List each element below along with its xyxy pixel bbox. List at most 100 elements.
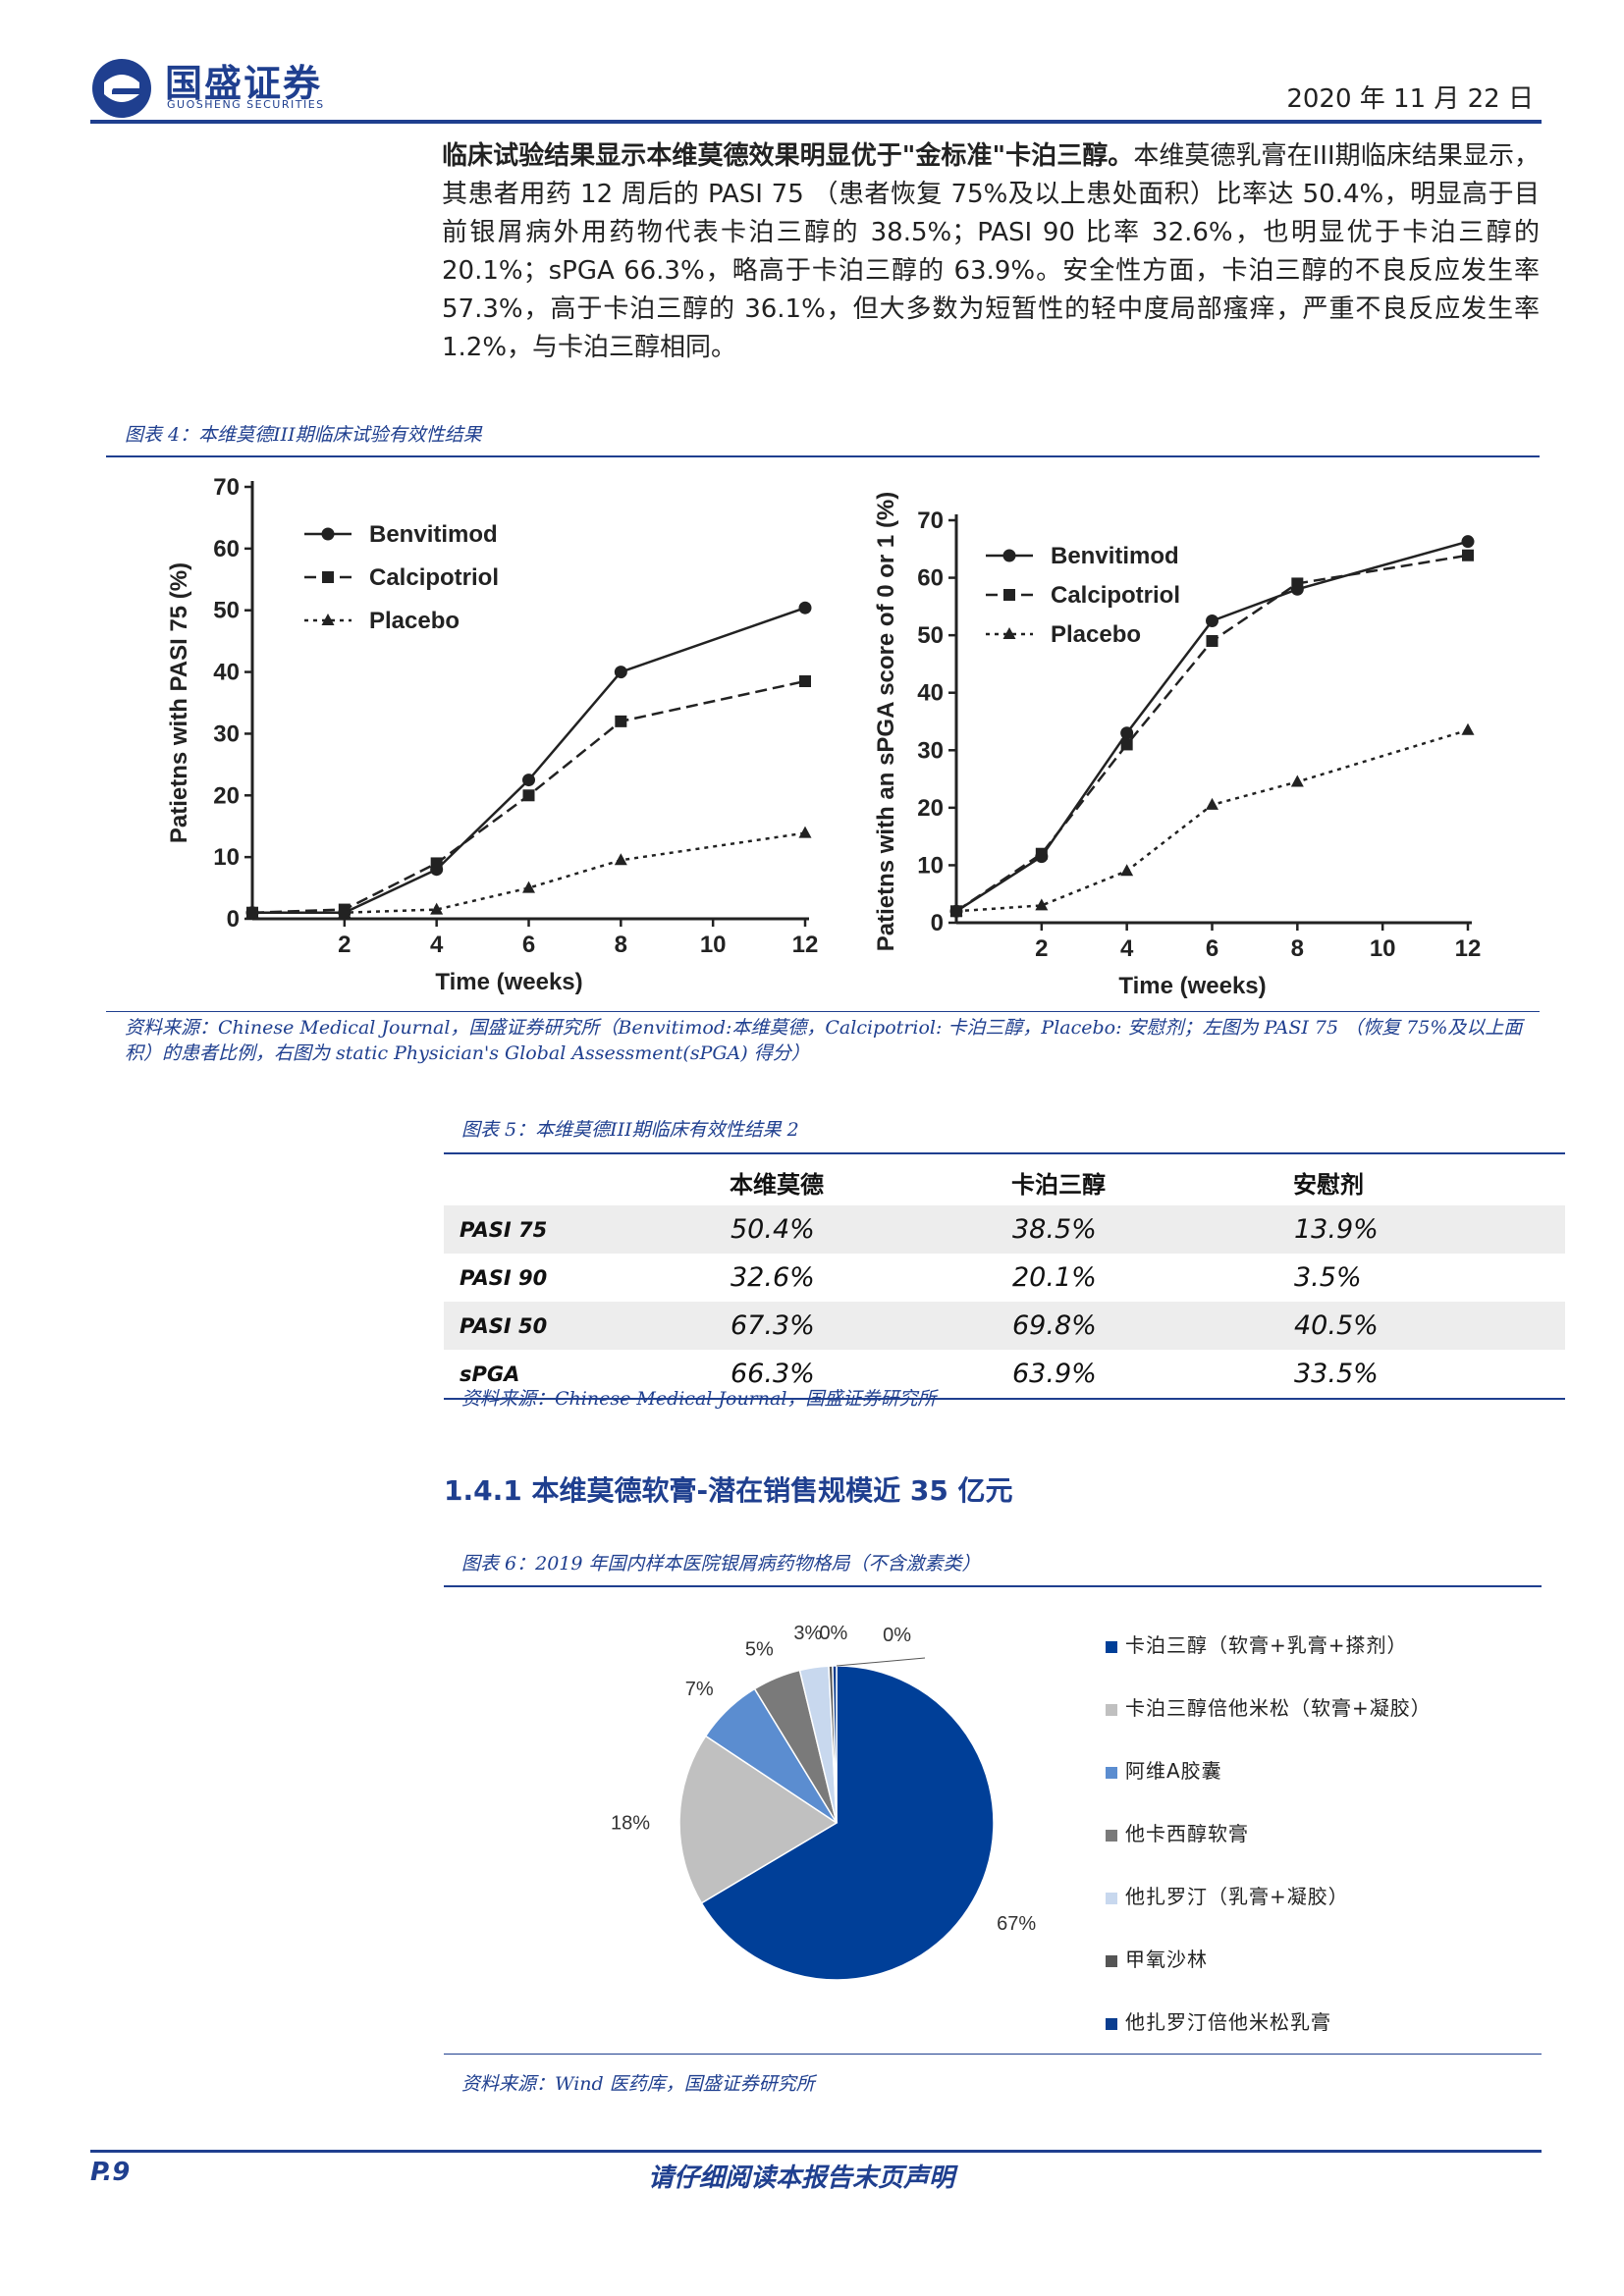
paragraph-text: 本维莫德乳膏在III期临床结果显示，其患者用药 12 周后的 PASI 75 （… xyxy=(442,141,1540,362)
legend-label: Benvitimod xyxy=(369,521,498,548)
x-tick-label: 2 xyxy=(1035,935,1048,962)
pie-slice xyxy=(700,1665,995,1981)
figure5-caption: 图表 5：本维莫德III期临床有效性结果 2 xyxy=(461,1119,799,1141)
legend-label: 他扎罗汀（乳膏+凝胶） xyxy=(1125,1885,1349,1908)
report-date: 2020 年 11 月 22 日 xyxy=(1286,84,1534,114)
legend-swatch xyxy=(1106,1954,1117,1967)
pie-label: 5% xyxy=(745,1638,774,1660)
data-point-calcipotriol xyxy=(615,715,627,727)
legend-swatch xyxy=(1106,1640,1117,1653)
efficacy-table: 本维莫德 卡泊三醇 安慰剂 PASI 75 50.4% 38.5% 13.9% … xyxy=(444,1158,1565,1400)
data-point-calcipotriol xyxy=(522,789,535,802)
x-tick-label: 12 xyxy=(1455,935,1482,962)
pie-label: 0% xyxy=(883,1625,911,1646)
brand-name-en: GUOSHENG SECURITIES xyxy=(167,98,325,111)
data-point-benvitimod xyxy=(1120,726,1134,740)
table-cell: 40.5% xyxy=(1293,1302,1565,1350)
figure6-bottom-rule xyxy=(444,2054,1542,2055)
table-row: PASI 50 67.3% 69.8% 40.5% xyxy=(444,1302,1565,1350)
legend-swatch xyxy=(1106,1766,1117,1779)
pie-label: 18% xyxy=(611,1812,650,1834)
figure4-bottom-rule xyxy=(106,1011,1540,1012)
legend-marker xyxy=(322,571,334,583)
data-point-placebo xyxy=(1035,898,1049,911)
x-tick-label: 10 xyxy=(1370,935,1396,962)
y-tick-label: 20 xyxy=(917,795,944,822)
data-point-placebo xyxy=(1461,722,1475,735)
spga-line-chart: 0 10 20 30 40 50 60 70 2 4 6 8 10 12 Time (weeks) Patie… xyxy=(873,492,1482,999)
data-point-calcipotriol xyxy=(1035,847,1048,860)
legend-marker xyxy=(321,614,335,625)
table-row: sPGA 66.3% 63.9% 33.5% xyxy=(444,1350,1565,1400)
legend-label: Placebo xyxy=(1051,621,1141,648)
page-number: P.9 xyxy=(90,2158,131,2187)
table-cell: 33.5% xyxy=(1293,1350,1565,1400)
y-tick-label: 40 xyxy=(917,680,944,707)
data-point-placebo xyxy=(430,902,444,915)
legend-item: 他扎罗汀（乳膏+凝胶） xyxy=(1106,1881,1349,1909)
data-point-placebo xyxy=(338,905,352,918)
x-tick-label: 12 xyxy=(792,932,819,958)
data-point-benvitimod xyxy=(522,774,535,787)
y-tick-label: 40 xyxy=(213,660,240,686)
legend-label: Placebo xyxy=(369,608,460,634)
figure6-rule xyxy=(444,1585,1542,1587)
pie-label: 3% xyxy=(793,1623,822,1644)
disclaimer-note: 请仔细阅读本报告末页声明 xyxy=(648,2163,955,2193)
x-tick-label: 8 xyxy=(1291,935,1304,962)
table-cell: 66.3% xyxy=(730,1350,1011,1400)
table-header-row: 本维莫德 卡泊三醇 安慰剂 xyxy=(444,1158,1565,1205)
table-row: PASI 75 50.4% 38.5% 13.9% xyxy=(444,1205,1565,1254)
legend-label: Calcipotriol xyxy=(369,564,499,591)
legend-label: Calcipotriol xyxy=(1051,582,1180,609)
data-point-benvitimod xyxy=(798,601,812,614)
row-label: PASI 90 xyxy=(460,1265,548,1290)
table-cell: 32.6% xyxy=(731,1262,815,1293)
series-line-calcipotriol xyxy=(955,554,1469,913)
x-tick-label: 6 xyxy=(1206,935,1218,962)
pie-chart: 67%18%7%5%3%0% 0% xyxy=(611,1623,1036,1981)
legend-item: 卡泊三醇倍他米松（软膏+凝胶） xyxy=(1106,1692,1432,1721)
legend-label: 甲氧沙林 xyxy=(1125,1948,1208,1971)
data-point-calcipotriol xyxy=(1206,635,1218,647)
figure4-rule xyxy=(106,455,1540,457)
footer-divider xyxy=(90,2150,1542,2153)
figure4-source: 资料来源：Chinese Medical Journal，国盛证券研究所（Ben… xyxy=(125,1017,1523,1064)
table-cell: 38.5% xyxy=(1011,1205,1293,1254)
figure5-rule xyxy=(444,1152,1565,1154)
legend-label: Benvitimod xyxy=(1051,543,1179,569)
x-tick-label: 2 xyxy=(338,932,351,958)
series-line-benvitimod xyxy=(252,607,806,914)
table-cell: 63.9% xyxy=(1011,1350,1293,1400)
y-tick-label: 60 xyxy=(917,565,944,592)
legend-marker xyxy=(1002,627,1016,639)
table-cell: 50.4% xyxy=(730,1205,1011,1254)
legend-marker xyxy=(1002,549,1016,562)
data-point-placebo xyxy=(614,853,627,866)
legend-swatch xyxy=(1106,1703,1117,1716)
legend-item: 他卡西醇软膏 xyxy=(1106,1818,1249,1846)
x-tick-label: 10 xyxy=(700,932,727,958)
data-point-benvitimod xyxy=(1206,614,1218,627)
guosheng-logo-icon xyxy=(92,59,151,118)
data-point-benvitimod xyxy=(614,666,627,679)
row-label: sPGA xyxy=(444,1350,730,1400)
x-tick-label: 8 xyxy=(615,932,627,958)
row-label: PASI 50 xyxy=(444,1302,730,1350)
y-tick-label: 10 xyxy=(917,852,944,879)
y-tick-label: 30 xyxy=(213,721,240,747)
y-tick-label: 20 xyxy=(213,782,240,809)
legend-swatch xyxy=(1106,2017,1117,2030)
table-cell: 67.3% xyxy=(730,1302,1011,1350)
legend-label: 他卡西醇软膏 xyxy=(1125,1822,1249,1845)
pie-label: 67% xyxy=(997,1913,1036,1935)
data-point-placebo xyxy=(522,881,535,893)
legend-marker xyxy=(1003,589,1015,601)
data-point-placebo xyxy=(1206,797,1218,810)
y-tick-label: 60 xyxy=(213,536,240,562)
pie-slice xyxy=(832,1665,838,1824)
x-axis-title: Time (weeks) xyxy=(435,969,582,995)
legend-swatch xyxy=(1106,1829,1117,1842)
table-cell: 13.9% xyxy=(1293,1205,1565,1254)
figure4-caption: 图表 4：本维莫德III期临床试验有效性结果 xyxy=(125,424,482,446)
